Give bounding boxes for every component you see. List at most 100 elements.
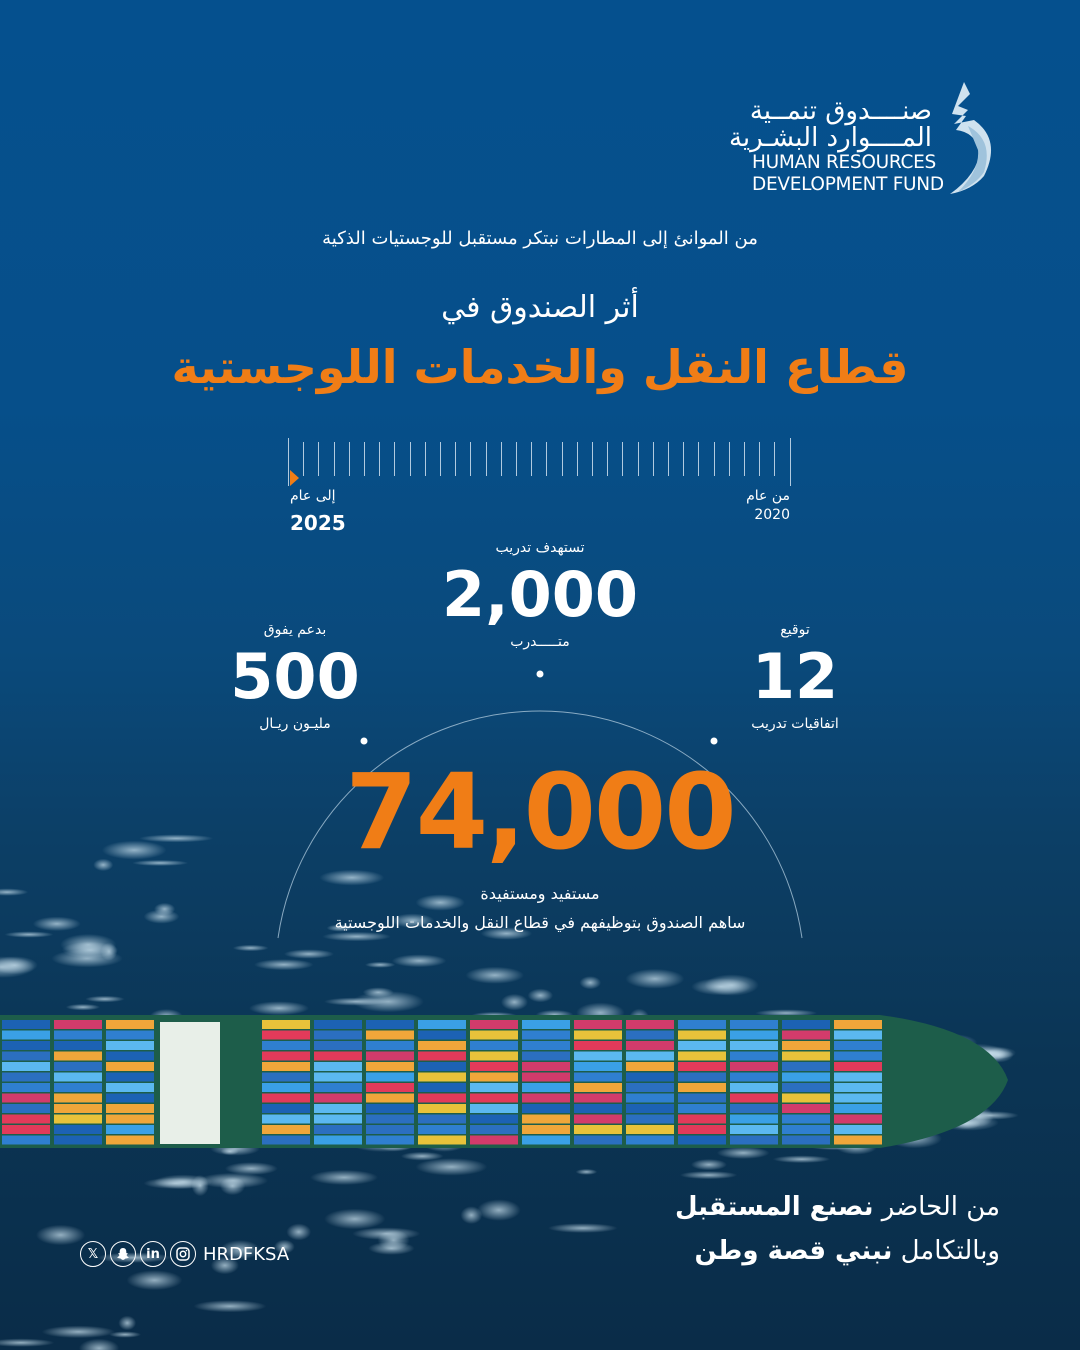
- container: [262, 1114, 310, 1124]
- container: [782, 1135, 830, 1145]
- container: [314, 1114, 362, 1124]
- container: [54, 1104, 102, 1113]
- container: [106, 1041, 154, 1050]
- container: [730, 1083, 778, 1092]
- container: [574, 1093, 622, 1103]
- container: [522, 1072, 570, 1082]
- timeline-tick: [440, 442, 441, 476]
- foam-patch: [477, 1199, 521, 1221]
- container: [574, 1051, 622, 1061]
- foam-patch: [352, 1227, 421, 1241]
- container: [2, 1041, 50, 1050]
- container: [574, 1125, 622, 1134]
- foam-patch: [527, 988, 554, 1003]
- foam-patch: [283, 949, 334, 959]
- container: [730, 1072, 778, 1082]
- container: [470, 1072, 518, 1082]
- foam-patch: [772, 1155, 831, 1164]
- container: [366, 1125, 414, 1134]
- container: [418, 1083, 466, 1092]
- container: [54, 1041, 102, 1050]
- container: [522, 1051, 570, 1061]
- container: [314, 1041, 362, 1050]
- container: [470, 1051, 518, 1061]
- instagram-icon[interactable]: [170, 1241, 196, 1267]
- timeline-tick: [303, 442, 305, 476]
- foam-patch: [220, 1147, 239, 1156]
- foam-patch: [0, 1338, 55, 1347]
- container: [730, 1125, 778, 1134]
- timeline-tick: [424, 442, 426, 476]
- logo-english-line1: HUMAN RESOURCES: [752, 152, 936, 173]
- container: [2, 1135, 50, 1145]
- container: [106, 1104, 154, 1113]
- container: [626, 1020, 674, 1029]
- foam-patch: [254, 959, 314, 971]
- container: [54, 1114, 102, 1124]
- foam-patch: [65, 1003, 100, 1011]
- foam-patch: [547, 1223, 618, 1233]
- container: [54, 1083, 102, 1092]
- container: [626, 1125, 674, 1134]
- foam-patch: [465, 966, 524, 984]
- container: [626, 1104, 674, 1113]
- timeline-tick: [728, 442, 730, 476]
- container: [314, 1020, 362, 1029]
- container: [314, 1072, 362, 1082]
- container: [2, 1020, 50, 1029]
- container: [574, 1135, 622, 1145]
- social-handle[interactable]: HRDFKSA: [203, 1243, 290, 1265]
- timeline-tick: [531, 442, 533, 476]
- container: [366, 1062, 414, 1071]
- container: [470, 1062, 518, 1071]
- timeline-tick: [394, 442, 396, 476]
- snapchat-icon[interactable]: [110, 1241, 136, 1267]
- foam-patch: [391, 954, 447, 968]
- container: [366, 1051, 414, 1061]
- container: [366, 1020, 414, 1029]
- foam-patch: [93, 858, 114, 872]
- container: [678, 1083, 726, 1092]
- container: [106, 1083, 154, 1092]
- container: [418, 1104, 466, 1113]
- container: [522, 1125, 570, 1134]
- container: [418, 1093, 466, 1103]
- container: [418, 1030, 466, 1040]
- container: [2, 1030, 50, 1040]
- container: [366, 1104, 414, 1113]
- foam-patch: [139, 834, 214, 843]
- container: [678, 1114, 726, 1124]
- foam-patch: [716, 1146, 770, 1159]
- container: [730, 1041, 778, 1050]
- timeline-ruler: [288, 438, 793, 486]
- slogan-line1-regular: من الحاضر: [873, 1192, 1000, 1222]
- timeline-tick: [789, 438, 791, 486]
- container: [782, 1062, 830, 1071]
- page-title: قطاع النقل والخدمات اللوجستية: [171, 340, 909, 394]
- container: [418, 1020, 466, 1029]
- container: [262, 1135, 310, 1145]
- container: [314, 1104, 362, 1113]
- container: [366, 1083, 414, 1092]
- linkedin-icon[interactable]: in: [140, 1241, 166, 1267]
- container: [106, 1030, 154, 1040]
- timeline-tick: [607, 442, 609, 476]
- foam-patch: [35, 1224, 86, 1246]
- container: [626, 1072, 674, 1082]
- support-top-label: بدعم يفوق: [263, 622, 327, 638]
- foam-patch: [4, 931, 54, 938]
- container: [782, 1030, 830, 1040]
- x-icon[interactable]: 𝕏: [80, 1241, 106, 1267]
- foam-patch: [197, 1172, 269, 1189]
- container: [470, 1030, 518, 1040]
- foam-patch: [460, 1206, 483, 1225]
- container: [678, 1020, 726, 1029]
- container: [418, 1062, 466, 1071]
- container-ship: [0, 1015, 1008, 1148]
- foam-patch: [249, 1001, 309, 1016]
- slogan-line1-bold: نصنع المستقبل: [674, 1192, 874, 1222]
- slogan-line2-regular: وبالتكامل: [892, 1236, 1000, 1266]
- container: [106, 1051, 154, 1061]
- container: [2, 1083, 50, 1092]
- trainees-bottom-label: متـــــدرب: [510, 634, 570, 650]
